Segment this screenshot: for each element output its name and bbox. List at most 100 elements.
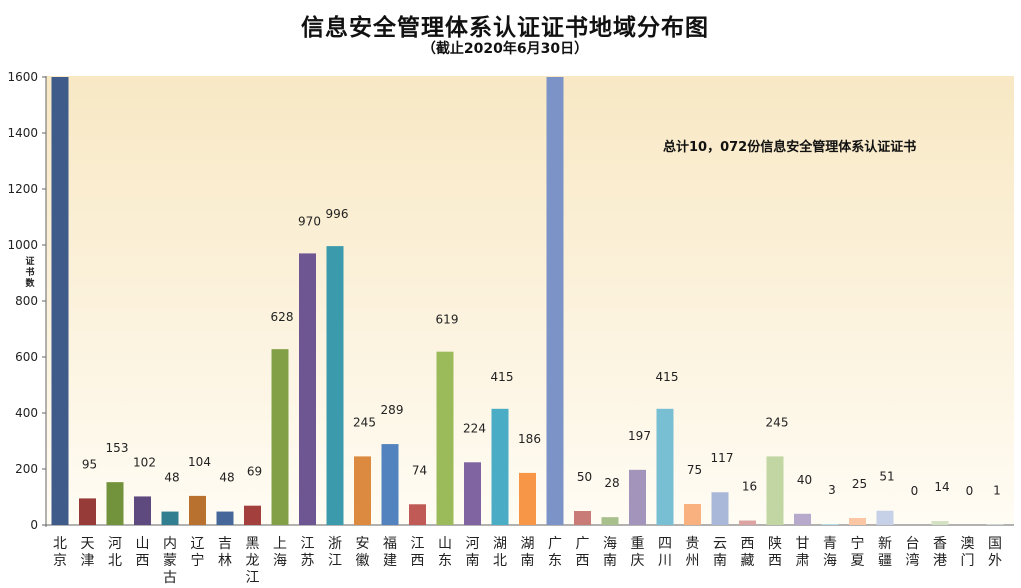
bar bbox=[849, 518, 866, 525]
data-label: 970 bbox=[298, 214, 321, 228]
bar bbox=[354, 456, 371, 525]
x-tick-label: 陕西 bbox=[768, 536, 782, 569]
bar bbox=[381, 444, 399, 525]
y-tick-label: 800 bbox=[15, 294, 38, 308]
bar bbox=[739, 520, 756, 525]
data-label: 619 bbox=[436, 313, 459, 327]
bar bbox=[271, 349, 289, 525]
bar bbox=[601, 517, 619, 525]
data-label: 95 bbox=[82, 457, 97, 471]
x-tick-label: 河南 bbox=[466, 536, 480, 569]
bar bbox=[491, 408, 509, 525]
y-tick-label: 600 bbox=[15, 350, 38, 364]
bar bbox=[629, 469, 646, 525]
bar bbox=[161, 511, 179, 525]
bar bbox=[464, 462, 481, 525]
data-label: 48 bbox=[164, 471, 179, 485]
bar bbox=[574, 511, 591, 525]
x-tick-label: 福建 bbox=[383, 536, 397, 569]
data-label: 50 bbox=[577, 470, 592, 484]
x-tick-label: 天津 bbox=[81, 536, 95, 569]
x-tick-label: 山西 bbox=[136, 536, 150, 569]
total-annotation: 总计10，072份信息安全管理体系认证证书 bbox=[663, 139, 916, 155]
x-tick-label: 北京 bbox=[53, 536, 67, 569]
x-tick-label: 吉林 bbox=[218, 536, 232, 569]
data-label: 102 bbox=[133, 455, 156, 469]
data-label: 104 bbox=[188, 455, 211, 469]
bar bbox=[931, 521, 949, 525]
data-label: 996 bbox=[326, 207, 349, 221]
data-label: 48 bbox=[219, 471, 234, 485]
x-tick-label: 安徽 bbox=[356, 536, 370, 569]
data-label: 16 bbox=[742, 480, 757, 494]
x-tick-label: 上海 bbox=[273, 536, 287, 569]
data-label: 14 bbox=[934, 480, 949, 494]
data-label: 415 bbox=[491, 370, 514, 384]
bar bbox=[766, 456, 784, 525]
x-tick-label: 江西 bbox=[411, 536, 425, 569]
y-tick-label: 200 bbox=[15, 462, 38, 476]
data-label: 51 bbox=[879, 470, 894, 484]
x-tick-label: 辽宁 bbox=[191, 536, 205, 569]
x-tick-label: 青海 bbox=[823, 536, 837, 569]
y-tick-label: 1400 bbox=[7, 126, 38, 140]
x-tick-label: 江苏 bbox=[301, 536, 315, 569]
x-tick-label: 海南 bbox=[603, 536, 617, 569]
x-tick-label: 国外 bbox=[988, 536, 1002, 569]
data-label: 3 bbox=[828, 483, 836, 497]
data-label: 628 bbox=[271, 310, 294, 324]
data-label: 153 bbox=[106, 441, 129, 455]
x-tick-label: 广东 bbox=[548, 536, 562, 569]
bar bbox=[436, 351, 454, 525]
x-tick-label: 湖北 bbox=[493, 536, 507, 569]
x-tick-label: 黑龙江 bbox=[246, 536, 260, 586]
y-tick-label: 0 bbox=[30, 518, 38, 532]
x-tick-label: 西藏 bbox=[741, 536, 755, 569]
data-label: 117 bbox=[711, 451, 734, 465]
chart-subtitle: （截止2020年6月30日） bbox=[421, 41, 589, 57]
bar bbox=[711, 492, 729, 525]
data-label: 25 bbox=[852, 477, 867, 491]
bar bbox=[299, 253, 316, 525]
data-label: 197 bbox=[628, 429, 651, 443]
x-tick-label: 云南 bbox=[713, 536, 727, 569]
bar bbox=[216, 511, 234, 525]
x-tick-label: 重庆 bbox=[631, 536, 645, 569]
y-axis-label: 证书数 bbox=[25, 256, 35, 289]
bar bbox=[656, 408, 674, 525]
x-tick-label: 山东 bbox=[438, 536, 452, 569]
x-tick-label: 河北 bbox=[108, 536, 122, 569]
data-label: 40 bbox=[797, 473, 812, 487]
data-label: 74 bbox=[412, 463, 427, 477]
x-tick-label: 贵州 bbox=[686, 536, 700, 569]
x-tick-label: 澳门 bbox=[961, 536, 975, 569]
bar bbox=[409, 504, 426, 525]
data-label: 0 bbox=[911, 484, 919, 498]
bar bbox=[821, 524, 839, 525]
x-tick-label: 甘肃 bbox=[796, 536, 810, 569]
bar bbox=[546, 77, 564, 525]
data-label: 245 bbox=[353, 415, 376, 429]
bar bbox=[684, 504, 701, 525]
data-label: 0 bbox=[966, 484, 974, 498]
bar bbox=[876, 510, 894, 525]
bar bbox=[189, 495, 206, 525]
x-tick-label: 内蒙古 bbox=[163, 536, 177, 586]
x-tick-label: 广西 bbox=[576, 536, 590, 569]
data-label: 1 bbox=[993, 484, 1001, 498]
y-tick-label: 1600 bbox=[7, 70, 38, 84]
data-label: 69 bbox=[247, 465, 262, 479]
y-tick-label: 1200 bbox=[7, 182, 38, 196]
data-label: 28 bbox=[604, 476, 619, 490]
data-label: 289 bbox=[381, 403, 404, 417]
data-label: 245 bbox=[766, 415, 789, 429]
bar bbox=[51, 77, 69, 525]
bar bbox=[326, 246, 344, 525]
x-tick-label: 湖南 bbox=[521, 536, 535, 569]
x-tick-label: 新疆 bbox=[878, 536, 892, 569]
bar bbox=[519, 472, 536, 525]
data-label: 75 bbox=[687, 463, 702, 477]
bar bbox=[106, 482, 124, 525]
x-tick-label: 宁夏 bbox=[851, 535, 865, 569]
